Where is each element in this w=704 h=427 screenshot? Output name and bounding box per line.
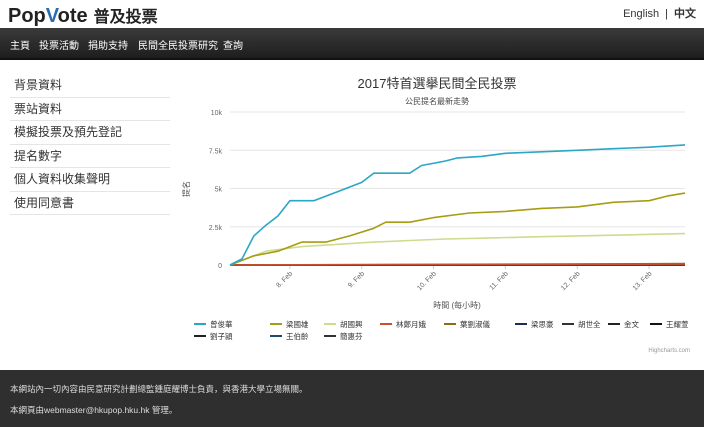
main-navbar: 主頁 投票活動 捐助支持 民間全民投票研究 查詢 [0,28,704,60]
chart-x-tick-label: 10. Feb [416,270,438,292]
chart-credits[interactable]: Highcharts.com [648,348,690,354]
legend-item-label[interactable]: 胡國興 [340,319,363,329]
site-footer: 本網站內一切內容由民意研究計劃總監鍾庭耀博士負責，與香港大學立場無關。 本網頁由… [0,370,704,427]
chart-x-tick-label: 11. Feb [488,270,509,291]
chart-series-line[interactable] [229,263,686,266]
nav-item-home[interactable]: 主頁 [10,41,30,52]
chart-series-line[interactable] [229,192,686,266]
sidebar: 背景資料 票站資料 模擬投票及預先登記 提名數字 個人資料收集聲明 使用同意書 [10,74,170,215]
lang-chinese-link[interactable]: 中文 [674,8,696,20]
sidebar-item-polling-stations[interactable]: 票站資料 [10,98,170,121]
sidebar-item-terms-of-use[interactable]: 使用同意書 [10,192,170,215]
chart-x-tick-label: 13. Feb [632,270,654,292]
site-header: PopVote 普及投票 English | 中文 [0,0,704,28]
chart-x-tick-label: 8. Feb [275,270,294,289]
chart-x-axis-title: 時間 (每小時) [433,300,481,310]
lang-separator: | [665,8,668,20]
chart-y-tick-label: 10k [211,110,223,117]
nav-item-enquiry[interactable]: 查詢 [223,41,243,52]
legend-item-label[interactable]: 葉劉淑儀 [460,319,490,329]
legend-item-label[interactable]: 劉子頴 [210,332,233,341]
nav-item-research[interactable]: 民間全民投票研究 [138,41,218,52]
site-logo[interactable]: PopVote 普及投票 [8,5,158,27]
chart-y-tick-label: 2.5k [209,225,223,232]
nav-item-activities[interactable]: 投票活動 [39,41,79,52]
legend-item-label[interactable]: 胡世全 [578,319,601,329]
chart-svg: 2017特首選擧民間全民投票 公民提名最新走勢 提名 時間 (每小時) High… [181,76,690,354]
chart-title: 2017特首選擧民間全民投票 [358,76,517,91]
nav-item-donate[interactable]: 捐助支持 [88,41,128,52]
sidebar-item-nomination-figures[interactable]: 提名數字 [10,145,170,168]
footer-disclaimer: 本網站內一切內容由民意研究計劃總監鍾庭耀博士負責，與香港大學立場無關。 [10,384,308,394]
chart-y-tick-label: 7.5k [209,148,223,155]
footer-webmaster: 本網頁由webmaster@hkupop.hku.hk 管理。 [10,405,178,415]
chart-y-axis-title: 提名 [181,181,191,197]
chart-x-tick-label: 9. Feb [347,270,366,289]
legend-item-label[interactable]: 林鄭月娥 [396,319,426,329]
legend-item-label[interactable]: 梁思豪 [531,319,554,329]
language-switcher: English | 中文 [623,5,696,21]
legend-item-label[interactable]: 梁國雄 [286,319,309,329]
chart-series-line[interactable] [229,232,686,266]
sidebar-item-background[interactable]: 背景資料 [10,74,170,98]
lang-english-link[interactable]: English [623,8,660,20]
chart-x-tick-label: 12. Feb [560,270,582,292]
legend-item-label[interactable]: 簡惠芬 [340,331,363,341]
legend-item-label[interactable]: 金文 [624,319,639,329]
legend-item-label[interactable]: 王耀萱 [666,319,689,329]
chart-y-tick-label: 0 [218,263,222,270]
nomination-chart: 2017特首選擧民間全民投票 公民提名最新走勢 提名 時間 (每小時) High… [180,62,695,362]
chart-y-tick-label: 5k [215,187,223,194]
chart-subtitle: 公民提名最新走勢 [405,96,469,106]
chart-series-line[interactable] [229,144,686,266]
sidebar-item-mock-vote-registration[interactable]: 模擬投票及預先登記 [10,121,170,145]
sidebar-item-privacy-statement[interactable]: 個人資料收集聲明 [10,168,170,192]
legend-item-label[interactable]: 王伯齡 [286,331,309,341]
legend-item-label[interactable]: 曾俊華 [210,319,233,329]
